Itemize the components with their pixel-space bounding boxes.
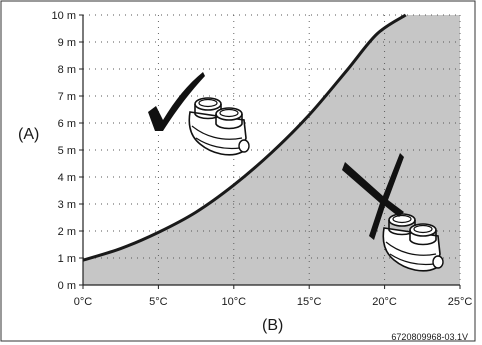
- check-icon: [148, 72, 205, 131]
- boundary-curve: [82, 13, 407, 262]
- y-tick-label: 4 m: [58, 172, 76, 184]
- y-tick-label: 9 m: [58, 37, 76, 49]
- y-tick-label: 0 m: [58, 280, 76, 292]
- not-allowed-marker: [342, 153, 444, 272]
- y-tick-label: 7 m: [58, 91, 76, 103]
- y-tick-label: 8 m: [58, 64, 76, 76]
- flue-adapter-icon: [188, 97, 250, 156]
- y-tick-label: 2 m: [58, 226, 76, 238]
- y-tick-label: 5 m: [58, 145, 76, 157]
- y-tick-label: 1 m: [58, 253, 76, 265]
- x-tick-label: 20°C: [372, 296, 397, 308]
- cross-icon: [342, 153, 404, 240]
- y-tick-labels: 0 m 1 m 2 m 3 m 4 m 5 m 6 m 7 m 8 m 9 m 10 m: [52, 10, 83, 292]
- curve-layer: [82, 13, 407, 262]
- allowed-marker: [148, 72, 250, 156]
- reference-code: 6720809968-03.1V: [391, 332, 468, 342]
- x-axis-label: (B): [262, 317, 283, 334]
- y-axis-label: (A): [18, 126, 39, 143]
- frame-border: [0, 0, 476, 342]
- flue-adapter-icon: [382, 213, 444, 272]
- x-tick-label: 10°C: [222, 296, 247, 308]
- y-tick-label: 10 m: [52, 10, 76, 22]
- x-tick-label: 15°C: [297, 296, 322, 308]
- x-tick-label: 0°C: [74, 296, 93, 308]
- x-tick-label: 25°C: [448, 296, 473, 308]
- y-tick-label: 3 m: [58, 199, 76, 211]
- y-tick-label: 6 m: [58, 118, 76, 130]
- x-tick-labels: 0°C 5°C 10°C 15°C 20°C 25°C: [74, 285, 473, 308]
- x-tick-label: 5°C: [149, 296, 168, 308]
- region-below-curve: [83, 15, 460, 285]
